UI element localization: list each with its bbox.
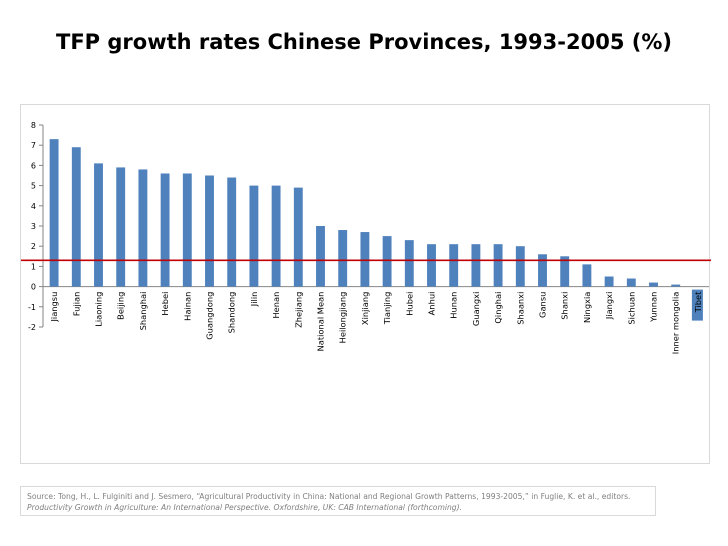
bar-sichuan	[626, 278, 636, 287]
bar-heilongjiang	[338, 230, 348, 287]
bar-ningxia	[582, 264, 592, 287]
x-tick-label: Heilongjiang	[338, 292, 348, 344]
bar-hainan	[182, 173, 192, 287]
x-tick-label: Guangxi	[471, 292, 481, 327]
y-tick-label: 8	[31, 121, 36, 130]
x-tick-label: National Mean	[316, 292, 326, 352]
y-tick-label: 0	[31, 283, 36, 292]
source-publication: Productivity Growth in Agriculture: An I…	[27, 503, 462, 512]
x-tick-label: Hainan	[182, 292, 192, 321]
x-tick-label: Hebei	[160, 292, 170, 316]
x-tick-label: Guangdong	[205, 292, 215, 340]
x-tick-label: Liaoning	[94, 292, 104, 327]
bar-shaanxi	[515, 246, 525, 287]
x-tick-label: Hubei	[404, 292, 414, 316]
x-tick-label: Inner mongolia	[671, 292, 681, 355]
source-note: Source: Tong, H., L. Fulginiti and J. Se…	[20, 486, 656, 516]
x-tick-label: Shanxi	[560, 292, 570, 320]
y-tick-label: 3	[31, 222, 36, 231]
bar-liaoning	[94, 163, 103, 287]
x-tick-label: Ningxia	[582, 292, 592, 323]
bar-shanghai	[138, 169, 148, 287]
y-tick-label: 7	[31, 141, 36, 150]
y-tick-label: 4	[31, 202, 36, 211]
x-tick-label: Jilin	[249, 292, 259, 308]
y-tick-label: -1	[28, 303, 36, 312]
bar-yunnan	[649, 282, 658, 287]
x-tick-label: Gansu	[538, 292, 548, 318]
bar-fujian	[71, 147, 81, 287]
x-tick-label: Beijing	[116, 292, 126, 320]
x-tick-label: Jiangsu	[49, 292, 59, 323]
bar-jiangxi	[604, 276, 614, 287]
x-tick-label: Henan	[271, 292, 281, 319]
bar-tianjing	[382, 236, 392, 287]
x-tick-label: Jiangxi	[604, 292, 614, 321]
bar-henan	[271, 185, 281, 287]
bar-guangxi	[471, 244, 481, 287]
bar-shanxi	[560, 256, 570, 287]
bar-qinghai	[493, 244, 503, 287]
bar-gansu	[538, 254, 547, 287]
highlight-box-tibet	[691, 289, 703, 321]
y-tick-label: 6	[31, 161, 36, 170]
bar-chart: -2 -1 0 1 2 3 4 5 6 7 8 Jiangsu Fujian Liaoning Beijin…	[21, 121, 711, 355]
x-tick-label: Anhui	[427, 292, 437, 316]
x-tick-label: Shanghai	[138, 292, 148, 331]
y-tick-label: 5	[31, 182, 36, 191]
source-citation: Source: Tong, H., L. Fulginiti and J. Se…	[27, 492, 631, 501]
chart-title: TFP growth rates Chinese Provinces, 1993…	[56, 30, 672, 54]
bar-national-mean	[316, 226, 325, 287]
x-tick-label: Tianjing	[382, 292, 392, 326]
bar-hebei	[160, 173, 170, 287]
bar-beijing	[116, 167, 126, 287]
x-tick-label: Sichuan	[626, 292, 636, 325]
bar-shandong	[227, 177, 237, 287]
bar-inner-mongolia	[671, 284, 681, 287]
bar-guangdong	[205, 175, 214, 287]
bar-xinjiang	[360, 232, 370, 287]
x-tick-label: Qinghai	[493, 292, 503, 324]
x-tick-label: Shaanxi	[515, 292, 525, 325]
x-tick-label: Shandong	[227, 292, 237, 334]
bar-zhejiang	[293, 187, 303, 287]
x-tick-label: Yunnan	[649, 292, 659, 323]
x-tick-label: Tibet	[693, 291, 703, 313]
y-tick-label: 2	[31, 242, 36, 251]
bar-hubei	[404, 240, 414, 287]
x-tick-label: Hunan	[449, 292, 459, 319]
bar-hunan	[449, 244, 459, 287]
y-tick-label: -2	[28, 323, 36, 332]
bar-anhui	[427, 244, 436, 287]
bar-jilin	[249, 185, 259, 287]
bar-jiangsu	[49, 139, 59, 287]
x-tick-label: Xinjiang	[360, 292, 370, 325]
chart-area: -2 -1 0 1 2 3 4 5 6 7 8 Jiangsu Fujian Liaoning Beijin…	[20, 104, 711, 464]
x-tick-label: Zhejiang	[293, 292, 303, 328]
x-tick-label: Fujian	[71, 292, 81, 317]
y-tick-label: 1	[31, 262, 36, 271]
